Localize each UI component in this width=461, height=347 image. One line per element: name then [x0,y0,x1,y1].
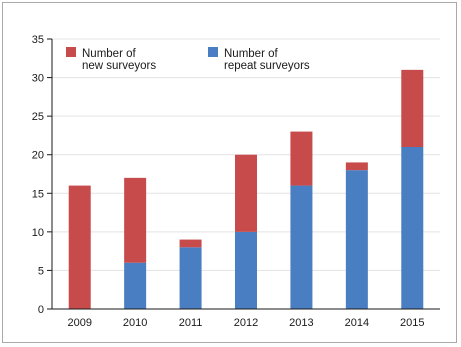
y-tick-label: 5 [38,265,44,277]
y-tick-label: 20 [32,150,44,162]
bar-new-surveyors [124,177,147,263]
x-tick-label: 2012 [234,317,258,329]
bar-new-surveyors [290,131,313,186]
x-tick-label: 2014 [345,317,369,329]
y-tick-label: 35 [32,34,44,46]
bar-repeat-surveyors [124,262,147,309]
y-tick-label: 15 [32,188,44,200]
bars [68,69,424,309]
axes [47,38,440,310]
y-tick-label: 25 [32,111,44,123]
legend-label: Number of [82,48,136,60]
bar-new-surveyors [68,185,91,309]
y-tick-labels: 0 5 10 15 20 25 30 35 [32,34,44,316]
gridlines [52,38,440,271]
bar-new-surveyors [235,154,257,232]
legend-swatch [66,47,76,57]
y-tick-label: 30 [32,73,44,85]
x-tick-label: 2009 [67,317,91,329]
bar-repeat-surveyors [401,147,424,309]
bar-repeat-surveyors [179,247,202,309]
legend-label: Number of [224,48,278,60]
x-tick-label: 2010 [123,317,147,329]
legend-label: repeat surveyors [224,60,310,72]
bar-new-surveyors [345,162,368,171]
legend-swatch [208,47,218,57]
legend-label: new surveyors [82,60,156,72]
x-tick-label: 2015 [400,317,424,329]
bar-repeat-surveyors [345,170,368,309]
bar-repeat-surveyors [290,185,313,309]
x-tick-labels: 2009 2010 2011 2012 2013 2014 2015 [67,317,424,329]
x-tick-label: 2011 [179,317,203,329]
x-tick-label: 2013 [289,317,313,329]
y-tick-label: 0 [38,304,44,316]
bar-repeat-surveyors [235,231,257,309]
bar-new-surveyors [179,239,202,248]
bar-new-surveyors [401,69,424,147]
y-tick-label: 10 [32,227,44,239]
